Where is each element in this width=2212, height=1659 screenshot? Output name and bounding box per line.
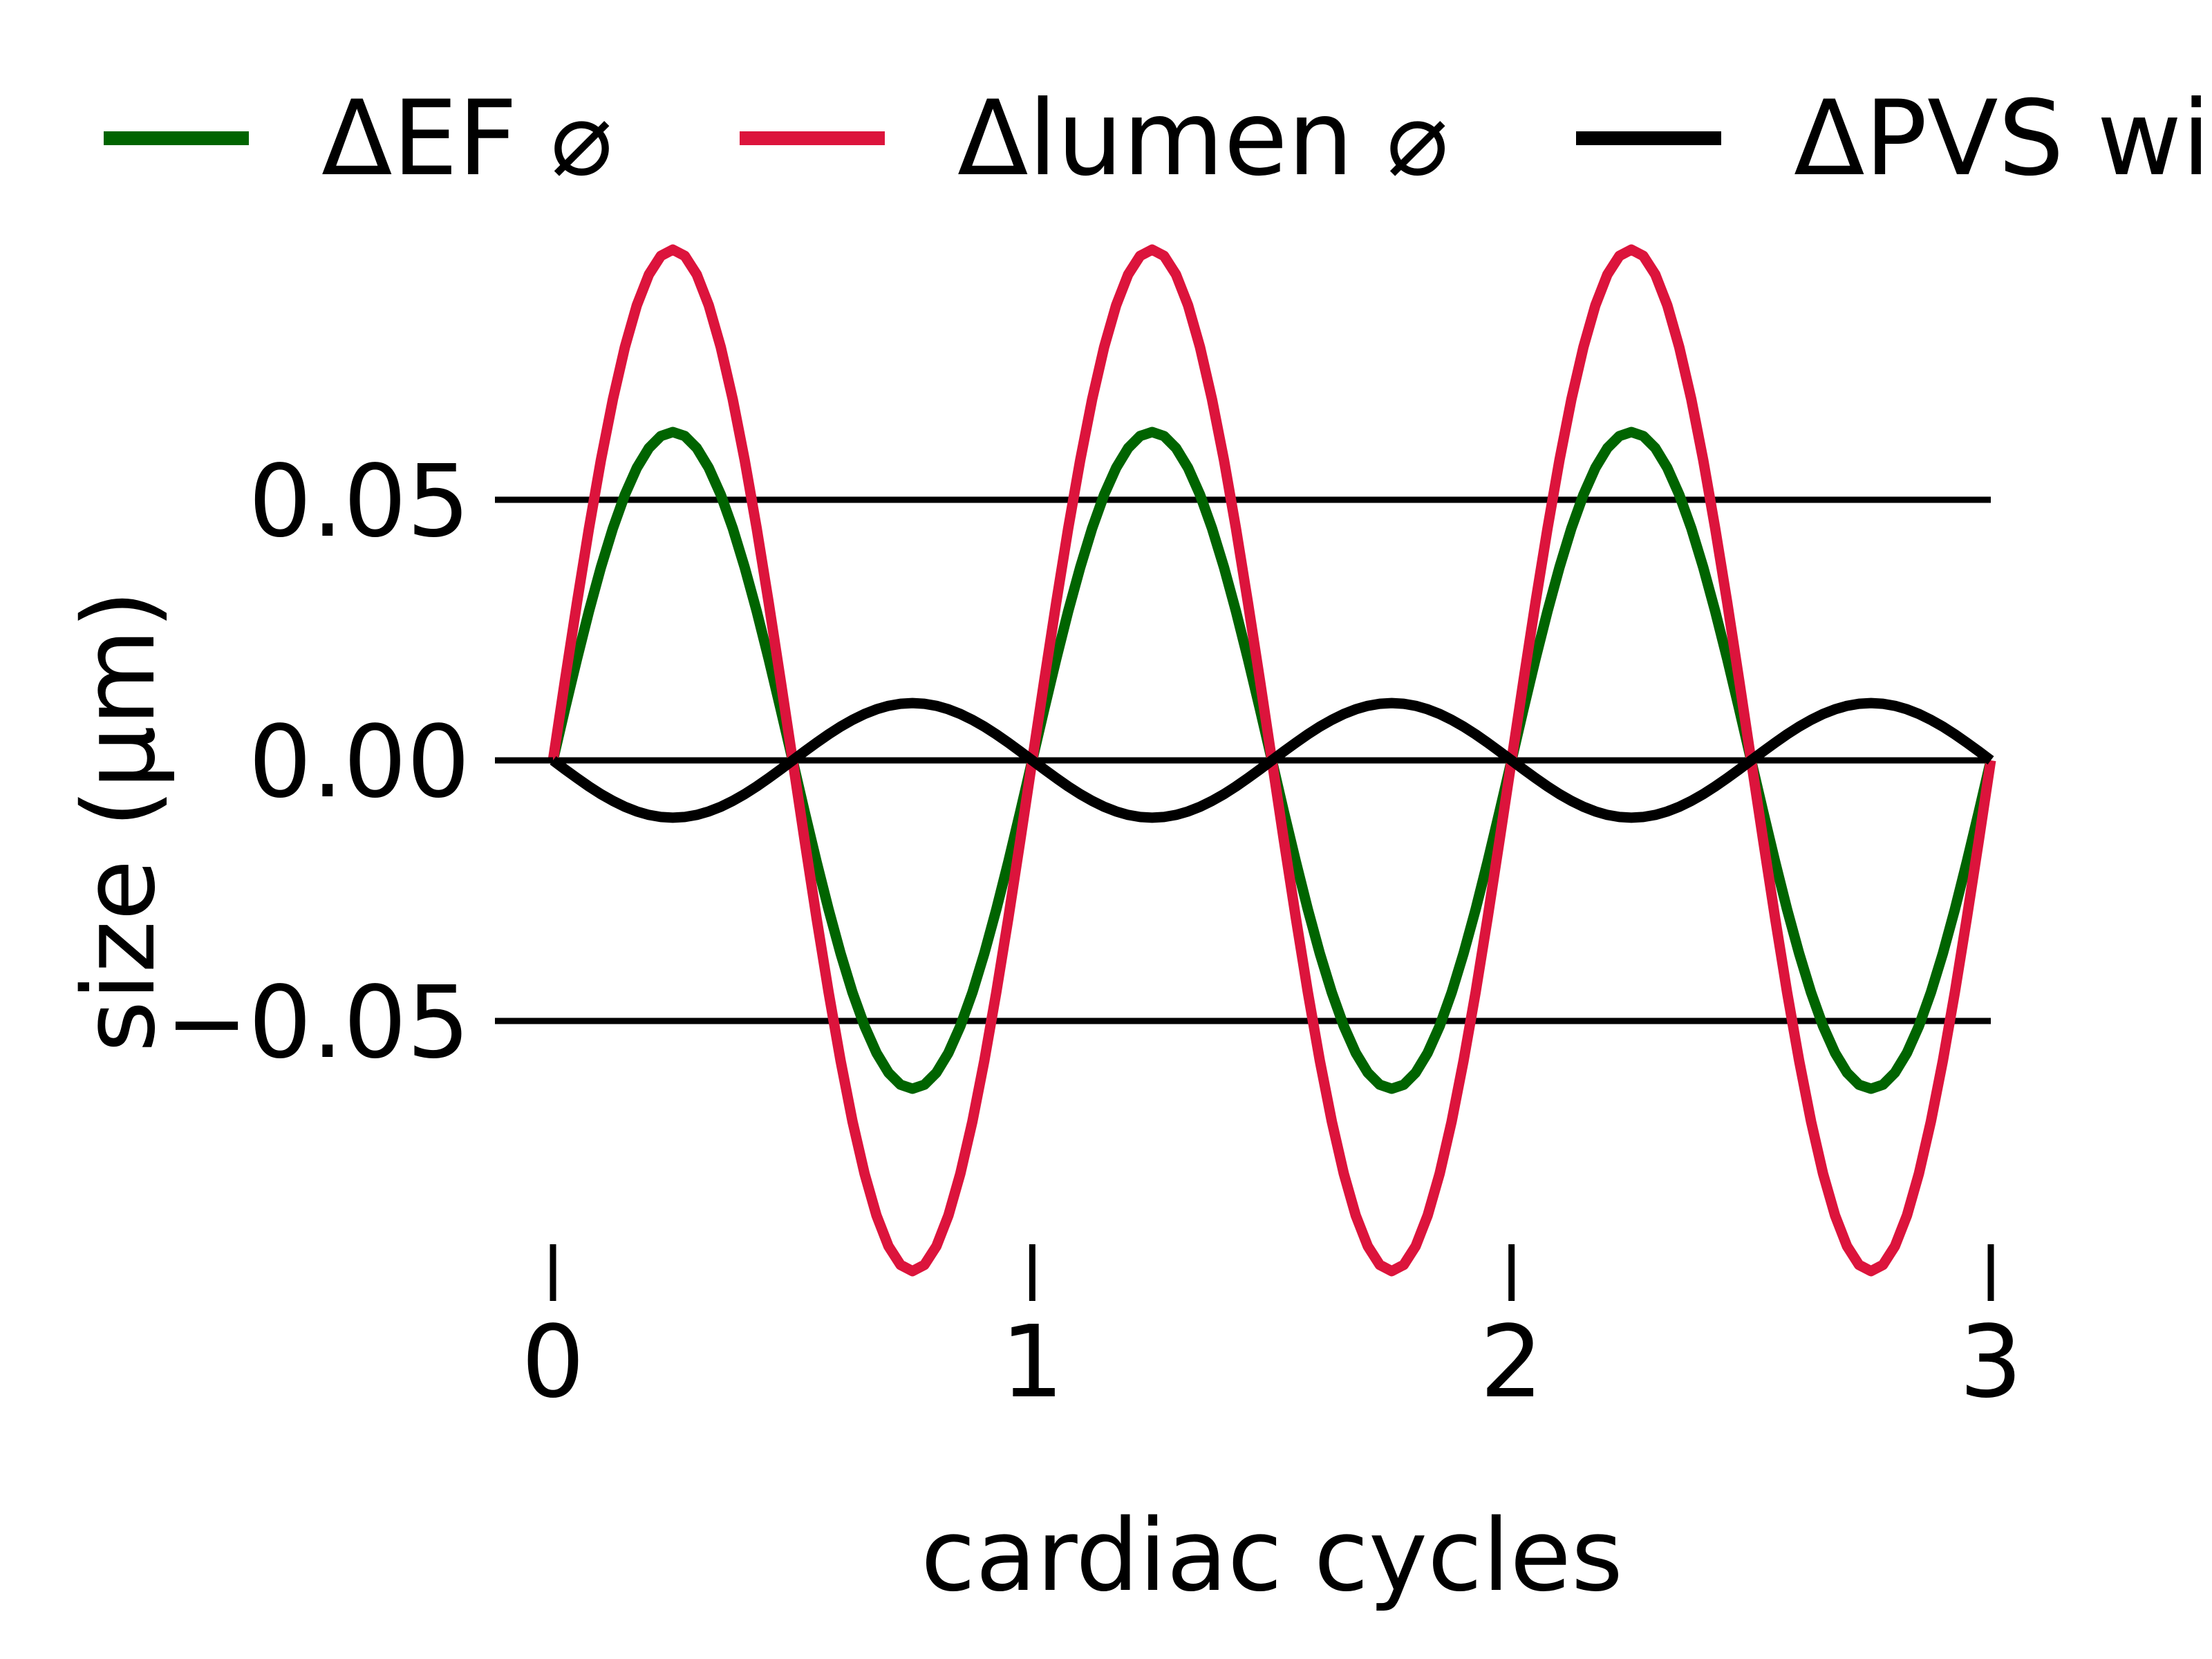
y-tick-label-1: 0.00 [248,704,470,820]
x-axis-label: cardiac cycles [921,1497,1623,1613]
x-tick-label-0: 0 [521,1304,585,1420]
legend-label-0: ΔEF ⌀ [321,79,613,199]
x-tick-label-1: 1 [1001,1304,1065,1420]
x-axis: 0 1 2 3 [521,1244,2023,1420]
x-tick-label-2: 2 [1480,1304,1544,1420]
y-axis: 0.05 0.00 −0.05 [165,443,553,1080]
x-tick-label-3: 3 [1959,1304,2023,1420]
legend-label-1: Δlumen ⌀ [957,79,1449,199]
y-tick-label-0: 0.05 [248,443,470,559]
y-axis-label: size (μm) [61,590,177,1052]
series-line-2 [550,697,1994,823]
legend: ΔEF ⌀ Δlumen ⌀ ΔPVS width [104,79,2212,199]
series-lines [547,244,1996,1277]
legend-label-2: ΔPVS width [1794,79,2212,199]
y-tick-label-2: −0.05 [165,964,470,1080]
